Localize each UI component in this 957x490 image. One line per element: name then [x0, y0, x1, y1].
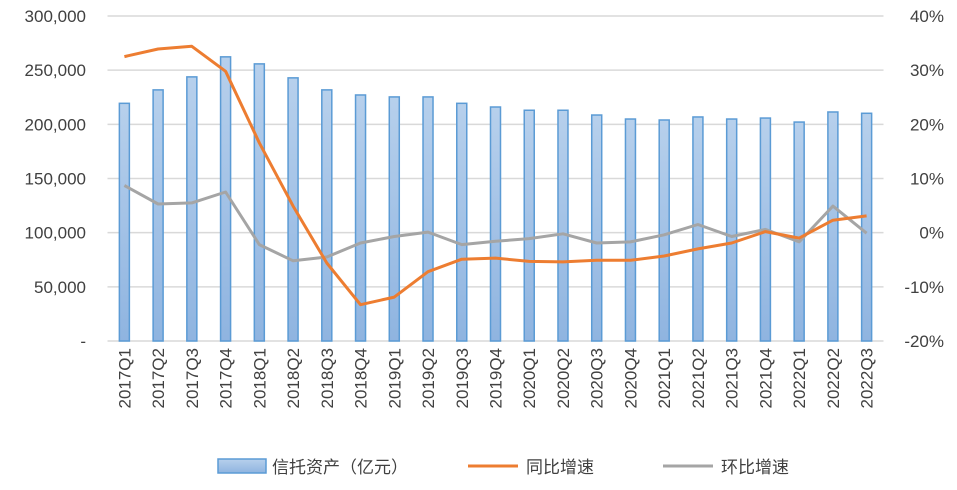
- x-tick-label: 2018Q3: [318, 348, 337, 409]
- right-axis-tick-label: 10%: [910, 170, 944, 189]
- x-tick-label: 2017Q4: [217, 348, 236, 409]
- left-axis-tick-label: 100,000: [25, 224, 86, 243]
- bar-2019Q2: [422, 96, 434, 342]
- bar-2017Q1: [118, 102, 131, 342]
- x-tick-label: 2022Q1: [790, 348, 809, 409]
- x-tick-label: 2020Q4: [621, 348, 640, 409]
- bar-2021Q2: [692, 116, 704, 342]
- x-tick-label: 2017Q2: [149, 348, 168, 409]
- bar-2021Q1: [658, 119, 670, 342]
- x-tick-label: 2018Q2: [284, 348, 303, 409]
- bar-2018Q4: [354, 94, 367, 342]
- bar-2021Q3: [725, 118, 738, 342]
- x-tick-label: 2021Q2: [689, 348, 708, 409]
- legend-label-bar: 信托资产（亿元）: [272, 458, 408, 477]
- x-tick-label: 2018Q4: [352, 348, 371, 409]
- bar-2017Q2: [152, 89, 164, 342]
- legend-label-yoy: 同比增速: [526, 458, 594, 477]
- x-tick-label: 2017Q3: [183, 348, 202, 409]
- bar-2020Q3: [590, 114, 603, 342]
- bar-2017Q3: [186, 76, 198, 342]
- right-axis-tick-label: -10%: [904, 278, 944, 297]
- right-axis-tick-label: 40%: [910, 7, 944, 26]
- line-series: [123, 44, 868, 307]
- right-axis-tick-label: 30%: [910, 61, 944, 80]
- x-tick-label: 2021Q3: [723, 348, 742, 409]
- x-tick-label: 2019Q1: [385, 348, 404, 409]
- bar-2022Q1: [793, 121, 805, 342]
- x-axis-ticks: 2017Q1 2017Q2 2017Q3 2017Q4 2018Q1 2018Q2 2018…: [115, 348, 876, 409]
- yoy-line: [124, 44, 867, 307]
- bar-2018Q2: [287, 77, 299, 342]
- left-axis-tick-label: 250,000: [25, 61, 86, 80]
- right-axis-tick-label: -20%: [904, 332, 944, 351]
- bar-series: [118, 56, 873, 342]
- legend: 信托资产（亿元） 同比增速 环比增速: [217, 458, 789, 477]
- bar-2019Q3: [456, 102, 468, 342]
- bar-2019Q1: [388, 96, 401, 342]
- x-tick-label: 2022Q2: [824, 348, 843, 409]
- bar-2020Q1: [523, 109, 535, 342]
- x-tick-label: 2019Q2: [419, 348, 438, 409]
- x-tick-label: 2020Q1: [520, 348, 539, 409]
- left-axis-tick-label: 200,000: [25, 115, 86, 134]
- right-axis-tick-label: 20%: [910, 115, 944, 134]
- left-axis-tick-label: 50,000: [34, 278, 86, 297]
- bar-2020Q2: [557, 109, 569, 342]
- x-tick-label: 2021Q1: [655, 348, 674, 409]
- x-tick-label: 2017Q1: [115, 348, 134, 409]
- x-tick-label: 2018Q1: [250, 348, 269, 409]
- bar-2022Q3: [860, 112, 873, 342]
- qoq-line: [123, 184, 868, 263]
- bar-2019Q4: [489, 106, 502, 342]
- x-tick-label: 2019Q4: [487, 348, 506, 409]
- left-axis-ticks: - 50,000 100,000 150,000 200,000 250,000 300,0…: [25, 7, 86, 351]
- right-axis-tick-label: 0%: [919, 224, 944, 243]
- right-axis-ticks: -20% -10% 0% 10% 20% 30% 40%: [904, 7, 944, 351]
- left-axis-tick-label: -: [80, 332, 86, 351]
- left-axis-tick-label: 300,000: [25, 7, 86, 26]
- left-axis-tick-label: 150,000: [25, 170, 86, 189]
- x-tick-label: 2022Q3: [858, 348, 877, 409]
- legend-label-qoq: 环比增速: [721, 458, 789, 477]
- bar-2022Q2: [827, 111, 839, 342]
- x-tick-label: 2021Q4: [756, 348, 775, 409]
- bar-2020Q4: [624, 118, 637, 342]
- x-tick-label: 2020Q3: [588, 348, 607, 409]
- x-tick-label: 2019Q3: [453, 348, 472, 409]
- bar-2018Q1: [253, 63, 266, 342]
- bar-2018Q3: [321, 89, 333, 342]
- x-tick-label: 2020Q2: [554, 348, 573, 409]
- legend-swatch-bar: [217, 458, 267, 474]
